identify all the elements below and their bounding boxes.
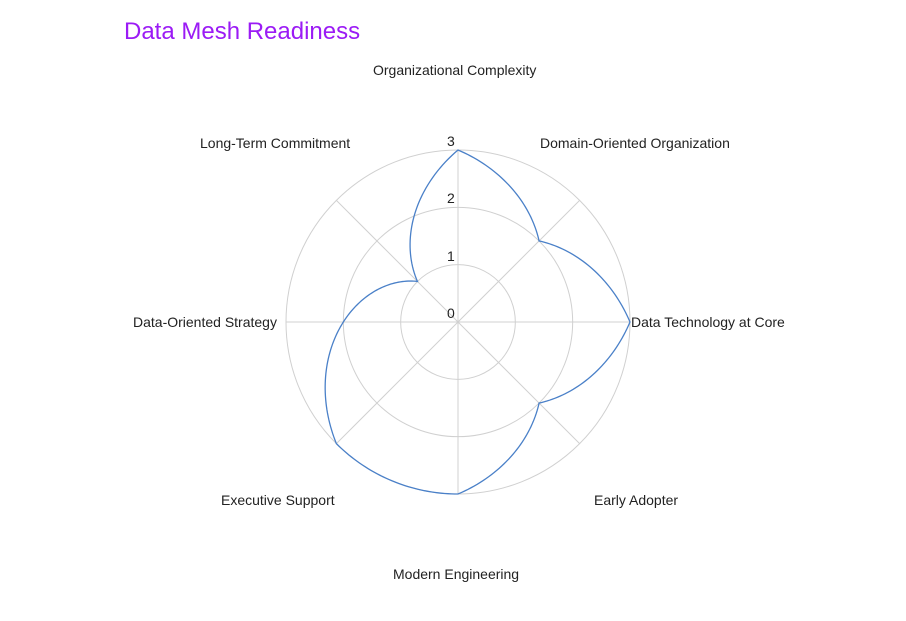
grid-spoke bbox=[336, 200, 459, 323]
axis-label-early-adopter: Early Adopter bbox=[594, 492, 679, 508]
grid-spoke bbox=[457, 321, 580, 444]
chart-title: Data Mesh Readiness bbox=[124, 18, 361, 45]
axis-label-domain-oriented-organization: Domain-Oriented Organization bbox=[540, 135, 730, 151]
axis-label-organizational-complexity: Organizational Complexity bbox=[373, 62, 537, 78]
axis-label-long-term-commitment: Long-Term Commitment bbox=[200, 135, 351, 151]
radial-tick-1: 1 bbox=[447, 248, 455, 264]
radar-grid bbox=[285, 149, 631, 495]
readiness-series-line bbox=[324, 149, 631, 495]
radial-tick-2: 2 bbox=[447, 190, 455, 206]
grid-spoke bbox=[457, 200, 580, 323]
axis-label-data-technology-at-core: Data Technology at Core bbox=[631, 314, 785, 330]
axis-label-modern-engineering: Modern Engineering bbox=[393, 566, 520, 582]
axis-label-data-oriented-strategy: Data-Oriented Strategy bbox=[133, 314, 277, 330]
grid-spoke bbox=[336, 321, 459, 444]
axis-label-executive-support: Executive Support bbox=[221, 492, 335, 508]
radial-tick-3: 3 bbox=[447, 133, 455, 149]
radial-tick-0: 0 bbox=[447, 305, 455, 321]
